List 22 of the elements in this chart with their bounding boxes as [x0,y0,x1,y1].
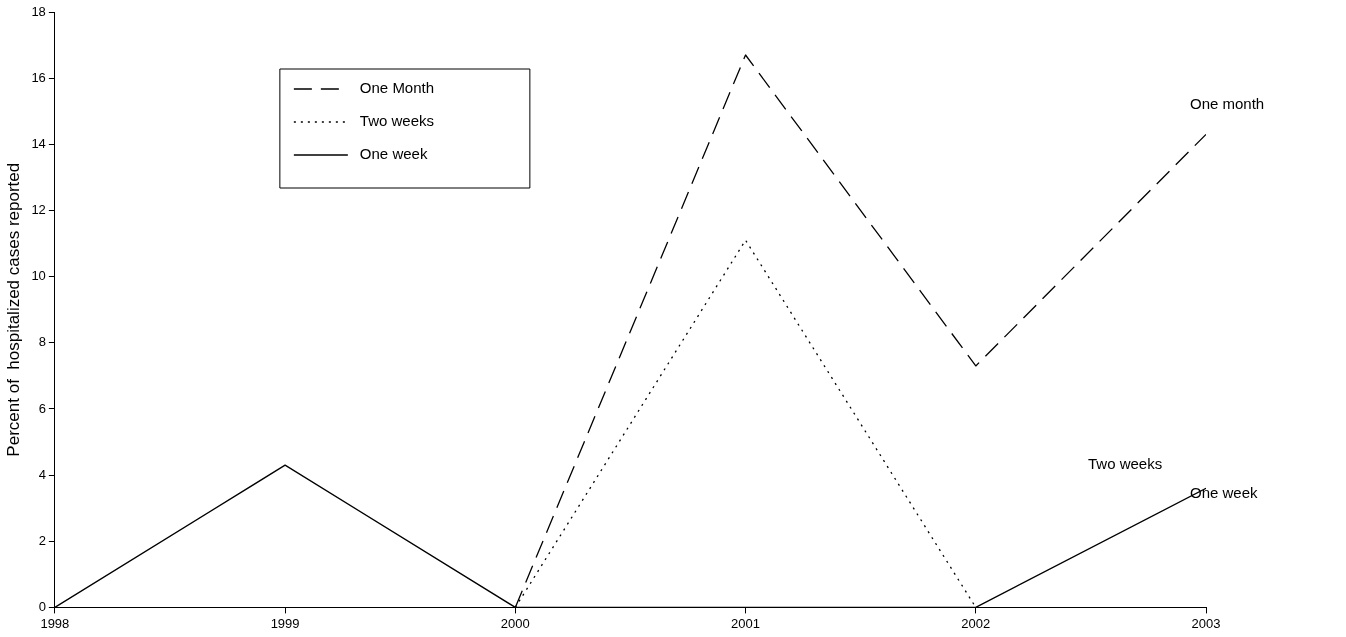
x-tick-label: 2002 [961,615,991,631]
y-tick-label: 10 [31,268,46,284]
annotation: Two weeks [1088,455,1163,473]
y-tick-label: 16 [31,69,46,85]
y-tick-label: 18 [31,3,46,19]
y-tick-label: 14 [31,135,46,151]
legend-label: One Month [359,79,435,97]
x-tick-label: 2000 [500,615,530,631]
y-tick-label: 4 [38,466,46,482]
y-tick-label: 6 [38,400,46,416]
x-tick-label: 1998 [40,615,70,631]
annotation: One month [1190,95,1265,113]
y-axis-title: Percent of hospitalized cases reported [3,162,23,457]
y-tick-label: 8 [38,334,46,350]
legend-label: One week [359,145,428,163]
x-tick-label: 2003 [1191,615,1221,631]
x-tick-label: 2001 [731,615,760,631]
y-tick-label: 12 [31,202,46,218]
x-tick-label: 1999 [270,615,300,631]
y-tick-label: 2 [38,532,46,548]
y-tick-label: 0 [38,598,46,614]
legend-label: Two weeks [359,112,435,130]
